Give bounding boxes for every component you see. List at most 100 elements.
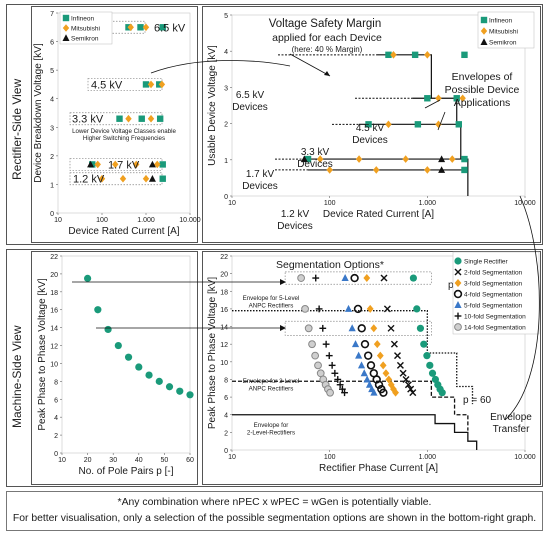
- c4-point-1: [409, 389, 417, 397]
- c1-point-infineon-shape: [137, 24, 144, 31]
- c4-point-3: [363, 351, 373, 360]
- c1-point-mitsubishi-shape: [119, 174, 127, 183]
- c2-point-mitsubishi-shape: [390, 51, 397, 59]
- c2-point-infineon: [461, 51, 468, 59]
- c4-point-5: [319, 324, 327, 332]
- c1-point-infineon: [116, 115, 123, 122]
- c2-point-mitsubishi: [326, 166, 333, 174]
- c3-y-axis-title: Peak Phase to Phase Voltage [kV]: [37, 278, 48, 431]
- c4-point-4: [360, 369, 368, 377]
- c4-point-0-shape: [423, 352, 431, 360]
- c4-point-0: [409, 274, 417, 282]
- c2-annotation-envelopes: Envelopes of: [452, 71, 513, 83]
- footnote-line-1: *Any combination where nPEC x wPEC = wGe…: [117, 497, 432, 508]
- c1-ytick-label: 7: [50, 11, 54, 18]
- c2-point-mitsubishi: [355, 155, 363, 163]
- c1-point-semikron-shape: [148, 175, 156, 182]
- c4-ytick-label: 10: [220, 360, 228, 367]
- c4-xtick-label: 100: [324, 454, 336, 461]
- c2-point-mitsubishi: [459, 94, 466, 103]
- c4-annotation-3level: ANPC Rectifiers: [249, 386, 294, 393]
- c4-point-0-shape: [409, 274, 417, 282]
- c4-legend-label: 2-fold Segmentation: [464, 270, 523, 277]
- c1-ytick-label: 6: [50, 40, 54, 47]
- c1-point-infineon: [142, 81, 150, 88]
- c4-point-6-shape: [326, 388, 334, 397]
- c4-point-2: [392, 388, 399, 397]
- c4-ytick-label: 22: [220, 254, 228, 261]
- c1-point-mitsubishi: [98, 174, 106, 183]
- c4-point-0-shape: [426, 361, 434, 369]
- bottom-panel-frame: [6, 249, 543, 487]
- c1-dotted-box-3.3kv: [69, 112, 163, 126]
- c2-point-mitsubishi-shape: [326, 166, 333, 174]
- c2-point-infineon-shape: [424, 95, 431, 102]
- c2-y-axis-title: Usable Device Voltage [kV]: [207, 45, 218, 166]
- c4-point-0: [423, 352, 431, 360]
- c2-label-4.5kv: 4.5 kV: [356, 123, 385, 134]
- c1-point-infineon-shape: [159, 175, 166, 182]
- c1-point-mitsubishi-shape: [158, 80, 166, 89]
- c4-point-4: [357, 361, 366, 369]
- c3-point: [165, 383, 174, 391]
- c2-point-mitsubishi: [449, 155, 456, 163]
- c4-legend-label: Single Rectifier: [464, 259, 509, 266]
- c2-legend-label: Infineon: [489, 18, 513, 25]
- c3-ytick-label: 22: [50, 254, 58, 261]
- c2-point-mitsubishi-shape: [373, 166, 380, 174]
- c1-note-line1: Lower Device Voltage Classes enable: [72, 128, 176, 135]
- c4-legend-marker: [454, 279, 462, 287]
- c2-point-infineon-shape: [304, 155, 312, 163]
- c4-legend-marker-shape: [454, 301, 462, 308]
- c2-point-mitsubishi-shape: [424, 166, 431, 174]
- c4-point-0: [416, 324, 425, 332]
- c4-point-6-shape: [301, 305, 309, 313]
- c2-point-mitsubishi-shape: [402, 155, 409, 163]
- c3-plot-area: [61, 255, 191, 454]
- c1-point-infineon: [138, 115, 145, 122]
- c1-label-1.2kv: 1.2 kV: [73, 174, 105, 186]
- c4-xtick-label: 10: [228, 454, 236, 461]
- c2-legend-marker: [480, 27, 488, 35]
- c3-ytick-label: 4: [54, 415, 58, 422]
- c2-legend-marker-shape: [480, 16, 488, 24]
- c3-ytick-label: 10: [50, 361, 58, 368]
- c2-annotation-margin-sub: applied for each Device: [272, 32, 382, 44]
- c4-point-5: [338, 385, 346, 393]
- c1-xtick-label: 100: [96, 217, 108, 224]
- c1-point-infineon: [159, 24, 166, 31]
- c3-xtick-label: 50: [161, 457, 169, 464]
- c2-legend-marker-shape: [480, 38, 488, 45]
- c1-point-mitsubishi: [154, 160, 161, 169]
- c1-point-mitsubishi-shape: [154, 160, 161, 169]
- c1-point-infineon-shape: [156, 115, 164, 122]
- c2-label-3.3kv: 3.3 kV: [301, 147, 330, 158]
- c1-point-infineon-shape: [159, 24, 166, 31]
- c1-point-mitsubishi: [158, 80, 166, 89]
- c4-point-0: [413, 305, 421, 313]
- c3-point-shape: [145, 371, 153, 379]
- c1-ytick-label: 1: [50, 182, 54, 189]
- c4-point-0-shape: [416, 324, 425, 332]
- c4-annotation-5level: Envelope for 5-Level: [243, 295, 300, 302]
- arrow-envelope-transfer: [504, 195, 540, 421]
- c1-plot-area: [57, 12, 191, 214]
- c2-xtick-label: 100: [324, 200, 336, 207]
- c1-point-mitsubishi-shape: [133, 160, 140, 169]
- arrow-p60-head: [280, 325, 286, 331]
- c4-y-axis-title: Peak Phase to Phase Voltage [kV]: [207, 277, 218, 430]
- c4-point-6-shape: [304, 324, 313, 333]
- c4-point-5: [312, 274, 320, 282]
- c2-xtick-label: 1.000: [419, 200, 437, 207]
- c4-point-6: [311, 351, 320, 360]
- c4-legend-label: 4-fold Segmentation: [464, 292, 523, 299]
- c4-point-1-b: [404, 381, 412, 389]
- c1-dotted-box-1.2kv: [69, 172, 163, 186]
- c3-point-shape: [165, 383, 174, 391]
- c1-point-mitsubishi: [147, 114, 155, 123]
- c1-point-mitsubishi: [125, 114, 132, 123]
- c4-legend-marker-shape: [454, 279, 462, 287]
- c4-ytick-label: 12: [220, 342, 228, 349]
- c3-ytick-label: 20: [50, 272, 58, 279]
- c4-point-5: [341, 389, 348, 397]
